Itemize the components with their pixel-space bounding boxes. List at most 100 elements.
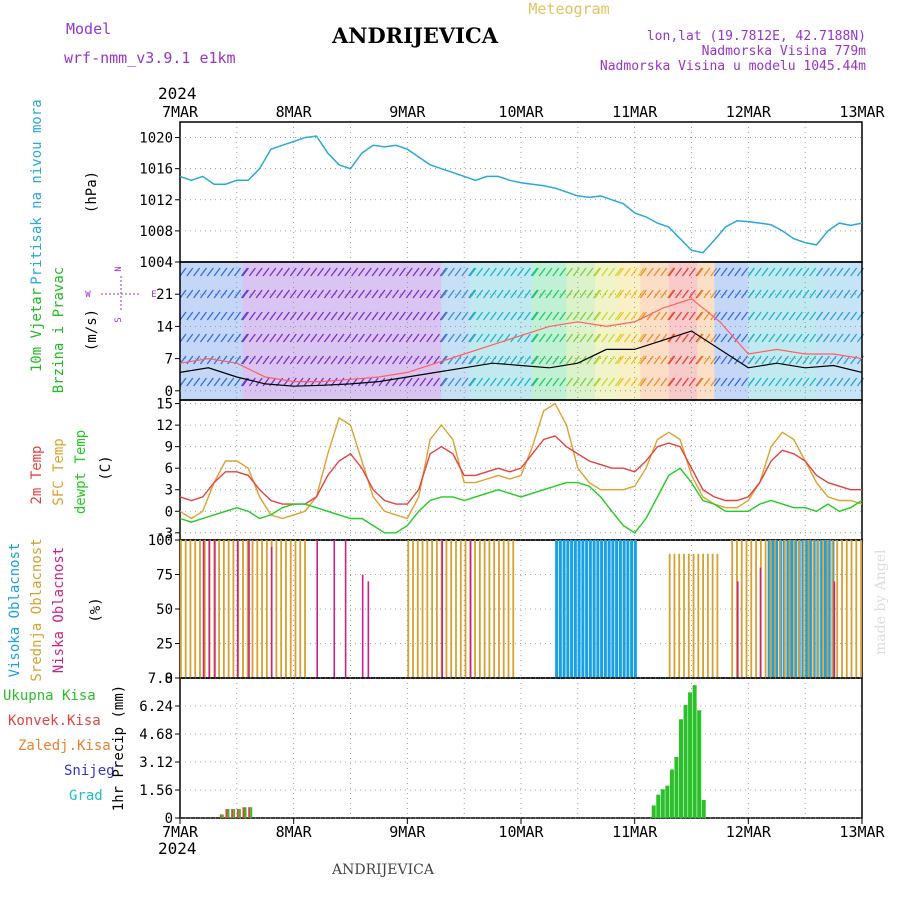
wind-arrow — [344, 289, 352, 299]
wind-arrow — [688, 289, 696, 299]
wind-arrow — [440, 377, 448, 387]
wind-arrow — [734, 377, 742, 387]
wind-arrow — [775, 377, 783, 387]
wind-arrow — [469, 267, 477, 277]
wind-arrow — [405, 333, 413, 343]
wind-arrow — [241, 311, 250, 321]
cloud-mid-bar — [826, 540, 829, 678]
wind-arrow — [552, 267, 560, 277]
cloud-low-bar — [441, 540, 444, 678]
wind-arrow — [781, 355, 789, 365]
model-elevation: Nadmorska Visina u modelu 1045.44m — [600, 59, 866, 74]
wind-arrow — [809, 289, 817, 299]
station-title: ANDRIJEVICA — [331, 23, 499, 48]
wind-arrow — [439, 311, 447, 321]
wind-arrow — [439, 355, 447, 365]
wind-arrow — [829, 311, 837, 321]
temperature-ytick-label: -3 — [156, 526, 173, 542]
wind-arrow — [630, 311, 638, 321]
wind-arrow — [713, 377, 721, 387]
wind-arrow — [482, 267, 491, 277]
wind-arrow — [469, 355, 477, 365]
wind-arrow — [747, 311, 755, 321]
clouds-ytick-label: 50 — [156, 602, 173, 618]
watermark: made by Angel — [873, 549, 889, 655]
wind-arrow — [357, 333, 365, 343]
wind-arrow — [468, 289, 476, 299]
cloud-mid-bar — [807, 540, 810, 678]
wind-arrow — [461, 289, 469, 299]
wind-arrow — [510, 289, 518, 299]
wind-arrow — [695, 333, 703, 343]
wind-field-band — [441, 262, 470, 400]
cloud-mid-bar — [421, 540, 424, 678]
wind-arrow — [695, 267, 703, 277]
cloud-mid-bar — [488, 540, 491, 678]
wind-arrow — [344, 333, 352, 343]
wind-arrow — [454, 377, 462, 387]
wind-arrow — [269, 311, 277, 321]
wind-arrow — [623, 333, 631, 343]
wind-arrow — [193, 267, 201, 277]
cloud-high-bar — [827, 540, 831, 678]
wind-arrow — [276, 311, 284, 321]
wind-arrow — [816, 355, 824, 365]
wind-arrow — [775, 267, 783, 277]
cloud-mid-bar — [793, 540, 796, 678]
model-label: Model — [66, 20, 111, 38]
wind-arrow — [282, 311, 290, 321]
wind-arrow — [426, 289, 434, 299]
wind-arrow — [653, 289, 661, 299]
wind-arrow — [850, 289, 858, 299]
wind-arrow — [378, 267, 386, 277]
cloud-mid-bar — [779, 540, 781, 678]
wind-arrow — [623, 355, 631, 365]
wind-arrow — [344, 311, 352, 321]
wind-arrow — [454, 333, 462, 343]
wind-arrow — [530, 267, 538, 277]
cloud-high-bar — [581, 540, 585, 678]
wind-arrow — [720, 289, 728, 299]
wind-arrow — [675, 355, 683, 365]
cloud-mid-bar — [711, 553, 714, 678]
cloud-high-bar — [615, 540, 619, 678]
wind-arrow — [330, 355, 338, 365]
wind-arrow — [510, 311, 518, 321]
wind-arrow — [405, 377, 413, 387]
wind-arrow — [303, 289, 311, 299]
wind-arrow — [586, 311, 594, 321]
wind-arrow — [586, 289, 594, 299]
wind-arrow — [586, 267, 594, 277]
precip-total-bar — [221, 814, 224, 818]
wind-arrow — [601, 311, 609, 321]
wind-arrow — [530, 377, 538, 387]
cloud-mid-bar — [736, 540, 738, 678]
wind-arrow — [688, 377, 696, 387]
wind-arrow — [829, 267, 837, 277]
wind-arrow — [213, 333, 221, 343]
wind-arrow — [461, 333, 469, 343]
wind-arrow — [675, 333, 683, 343]
wind-arrow — [572, 333, 580, 343]
wind-arrow — [545, 377, 553, 387]
cloud-high-bar — [820, 540, 824, 678]
wind-arrow — [538, 377, 546, 387]
wind-arrow — [545, 267, 553, 277]
compass-e: E — [151, 290, 156, 300]
wind-arrow — [795, 333, 803, 343]
temperature-ytick-label: 3 — [165, 483, 173, 499]
wind-arrow — [768, 377, 776, 387]
wind-arrow — [405, 289, 413, 299]
wind-arrow — [412, 377, 420, 387]
wind-arrow — [523, 311, 531, 321]
wind-arrow — [552, 377, 560, 387]
wind-arrow — [681, 377, 689, 387]
wind-arrow — [653, 333, 661, 343]
wind-arrow — [795, 377, 803, 387]
wind-arrow — [688, 267, 696, 277]
cloud-mid-bar — [199, 540, 201, 678]
wind-arrow — [476, 355, 484, 365]
cloud-high-bar — [558, 540, 562, 678]
cloud-mid-bar — [706, 553, 709, 678]
wind-arrow — [816, 311, 824, 321]
